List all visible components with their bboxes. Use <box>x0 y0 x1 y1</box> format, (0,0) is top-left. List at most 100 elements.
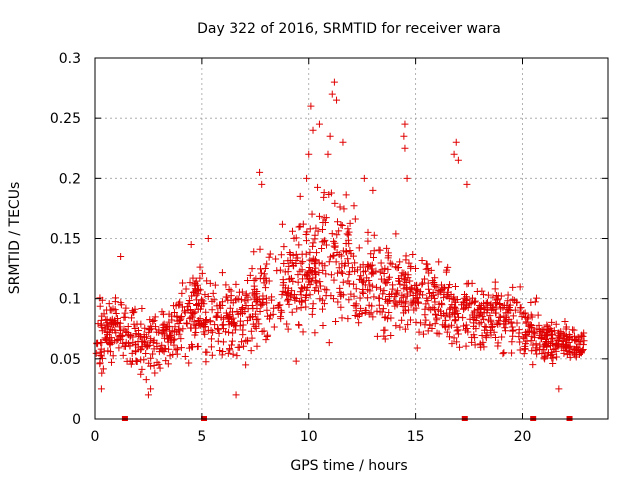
data-point <box>232 296 240 304</box>
data-point <box>575 340 583 348</box>
data-point <box>463 180 471 188</box>
data-point <box>147 325 155 333</box>
data-point <box>426 289 434 297</box>
data-point <box>392 263 400 271</box>
data-point <box>333 249 341 257</box>
data-point <box>262 277 270 285</box>
data-point <box>367 265 375 273</box>
data-point <box>313 279 321 287</box>
data-point <box>533 344 541 352</box>
data-point <box>493 319 501 327</box>
data-point <box>218 269 226 277</box>
data-point <box>237 296 245 304</box>
data-point <box>238 304 246 312</box>
data-point <box>421 305 429 313</box>
data-point <box>337 303 345 311</box>
data-point <box>279 281 287 289</box>
data-point <box>463 280 471 288</box>
data-point <box>290 262 298 270</box>
data-point <box>288 308 296 316</box>
data-point <box>391 302 399 310</box>
data-point <box>273 267 281 275</box>
data-point <box>246 271 254 279</box>
data-point <box>505 305 513 313</box>
data-point <box>226 312 234 320</box>
data-point <box>365 301 373 309</box>
data-point <box>402 299 410 307</box>
data-point <box>315 212 323 220</box>
data-point <box>229 308 237 316</box>
data-point <box>188 341 196 349</box>
data-point <box>286 275 294 283</box>
data-point <box>428 293 436 301</box>
data-point <box>375 301 383 309</box>
data-point <box>496 300 504 308</box>
data-point <box>309 300 317 308</box>
data-point <box>475 301 483 309</box>
data-point <box>375 294 383 302</box>
data-point <box>441 321 449 329</box>
data-point <box>92 349 100 357</box>
data-point <box>224 349 232 357</box>
data-point <box>278 308 286 316</box>
data-point <box>97 321 105 329</box>
data-point <box>262 336 270 344</box>
data-point <box>199 321 207 329</box>
data-point <box>150 362 158 370</box>
data-point <box>114 336 122 344</box>
data-point <box>398 291 406 299</box>
data-point <box>370 293 378 301</box>
data-point <box>351 259 359 267</box>
data-point <box>178 303 186 311</box>
data-point <box>555 341 563 349</box>
data-point <box>97 385 105 393</box>
data-point <box>528 332 536 340</box>
data-point <box>477 305 485 313</box>
data-point <box>557 328 565 336</box>
data-point <box>389 285 397 293</box>
data-point <box>302 293 310 301</box>
y-tick-label: 0.05 <box>50 352 81 368</box>
data-point <box>387 314 395 322</box>
data-point <box>501 324 509 332</box>
data-point <box>577 348 585 356</box>
data-point <box>373 307 381 315</box>
data-point <box>532 294 540 302</box>
y-tick-label: 0.1 <box>59 292 81 308</box>
data-point <box>229 329 237 337</box>
data-point <box>344 315 352 323</box>
data-point <box>233 352 241 360</box>
data-point <box>392 322 400 330</box>
data-point <box>128 314 136 322</box>
data-point <box>185 297 193 305</box>
data-point <box>270 304 278 312</box>
data-point <box>442 268 450 276</box>
data-point <box>306 291 314 299</box>
data-point <box>492 303 500 311</box>
data-point <box>316 278 324 286</box>
y-tick-label: 0.15 <box>50 232 81 248</box>
data-point <box>535 326 543 334</box>
data-point <box>562 323 570 331</box>
data-point <box>215 329 223 337</box>
data-point <box>470 298 478 306</box>
data-point <box>516 283 524 291</box>
data-point <box>308 268 316 276</box>
data-point <box>185 359 193 367</box>
data-point <box>486 312 494 320</box>
data-point <box>315 120 323 128</box>
data-point <box>448 301 456 309</box>
data-point <box>370 253 378 261</box>
data-point <box>276 266 284 274</box>
x-tick-label: 0 <box>91 429 100 445</box>
data-point <box>138 365 146 373</box>
data-point <box>284 268 292 276</box>
data-point <box>451 310 459 318</box>
data-point <box>339 138 347 146</box>
data-point <box>327 271 335 279</box>
data-point <box>543 321 551 329</box>
data-point <box>137 370 145 378</box>
data-point <box>428 325 436 333</box>
data-point <box>398 316 406 324</box>
data-point <box>179 325 187 333</box>
